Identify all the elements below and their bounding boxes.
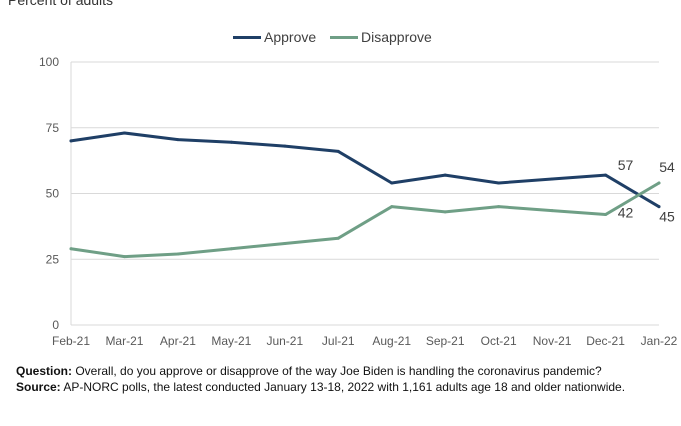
x-tick-label: Apr-21 bbox=[160, 334, 196, 348]
data-point-disapprove bbox=[336, 236, 340, 240]
source-text: AP-NORC polls, the latest conducted Janu… bbox=[63, 380, 626, 394]
data-point-approve bbox=[390, 181, 394, 185]
x-tick-label: Oct-21 bbox=[481, 334, 517, 348]
x-tick-label: Sep-21 bbox=[426, 334, 465, 348]
source-note: Source: AP-NORC polls, the latest conduc… bbox=[16, 379, 671, 395]
data-point-approve bbox=[176, 138, 180, 142]
axis-layer: 0 25 50 75 100 Feb-21 Mar-21 Apr-21 May-21 Jun-21… bbox=[39, 55, 678, 348]
legend-item-approve: Approve bbox=[233, 29, 316, 45]
chart-subtitle: Percent of adults bbox=[8, 0, 114, 8]
y-tick-label: 75 bbox=[46, 121, 60, 135]
legend-swatch-disapprove bbox=[330, 35, 358, 39]
line-chart: 0 25 50 75 100 Feb-21 Mar-21 Apr-21 May-21 Jun-21… bbox=[39, 55, 678, 348]
data-point-approve bbox=[443, 173, 447, 177]
x-tick-label: Dec-21 bbox=[586, 334, 625, 348]
data-point-approve bbox=[550, 177, 554, 181]
legend-label-disapprove: Disapprove bbox=[361, 29, 432, 45]
data-point-disapprove bbox=[122, 255, 126, 259]
series-line-approve bbox=[69, 131, 661, 209]
legend-item-disapprove: Disapprove bbox=[330, 29, 432, 45]
source-label: Source: bbox=[16, 380, 61, 394]
question-label: Question: bbox=[16, 364, 72, 378]
data-point-approve bbox=[69, 139, 73, 143]
x-tick-label: Mar-21 bbox=[105, 334, 143, 348]
data-point-disapprove bbox=[604, 213, 608, 217]
data-label-layer: 57 45 42 54 bbox=[618, 157, 675, 225]
data-point-approve bbox=[604, 173, 608, 177]
series-line-disapprove bbox=[69, 181, 661, 259]
data-point-disapprove bbox=[497, 205, 501, 209]
x-tick-label: Nov-21 bbox=[533, 334, 572, 348]
data-point-disapprove bbox=[283, 241, 287, 245]
grid-layer bbox=[71, 61, 659, 326]
data-label: 57 bbox=[618, 157, 634, 173]
data-label: 42 bbox=[618, 205, 634, 221]
y-tick-label: 100 bbox=[39, 55, 59, 69]
data-point-approve bbox=[657, 205, 661, 209]
data-point-disapprove bbox=[69, 247, 73, 251]
y-tick-label: 0 bbox=[52, 318, 59, 332]
data-label: 45 bbox=[659, 209, 675, 225]
data-point-disapprove bbox=[390, 205, 394, 209]
question-note: Question: Overall, do you approve or dis… bbox=[16, 363, 671, 379]
data-point-approve bbox=[283, 144, 287, 148]
x-tick-label: May-21 bbox=[211, 334, 251, 348]
data-point-approve bbox=[336, 149, 340, 153]
data-point-disapprove bbox=[229, 247, 233, 251]
data-label: 54 bbox=[659, 159, 675, 175]
x-tick-label: Aug-21 bbox=[372, 334, 411, 348]
data-point-approve bbox=[229, 140, 233, 144]
data-point-disapprove bbox=[443, 210, 447, 214]
question-text: Overall, do you approve or disapprove of… bbox=[75, 364, 602, 378]
chart-legend: Approve Disapprove bbox=[0, 29, 681, 47]
x-tick-label: Jun-21 bbox=[266, 334, 303, 348]
data-point-disapprove bbox=[550, 209, 554, 213]
data-point-approve bbox=[122, 131, 126, 135]
y-tick-label: 25 bbox=[46, 252, 60, 266]
x-tick-label: Feb-21 bbox=[52, 334, 90, 348]
x-tick-label: Jul-21 bbox=[322, 334, 355, 348]
data-point-approve bbox=[497, 181, 501, 185]
series-layer bbox=[69, 131, 661, 259]
legend-label-approve: Approve bbox=[264, 29, 317, 45]
legend-swatch-approve bbox=[233, 35, 261, 39]
y-tick-label: 50 bbox=[46, 187, 60, 201]
x-tick-label: Jan-22 bbox=[641, 334, 678, 348]
data-point-disapprove bbox=[657, 181, 661, 185]
data-point-disapprove bbox=[176, 252, 180, 256]
